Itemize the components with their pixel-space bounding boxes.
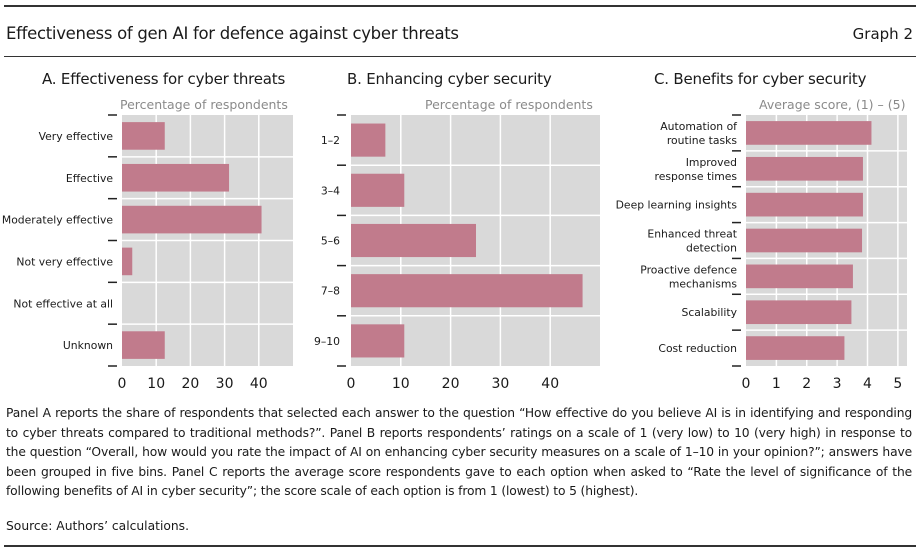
- panel-c-x-tick-label: 1: [772, 376, 781, 392]
- panel-b-unit-label: Percentage of respondents: [425, 97, 593, 112]
- panel-c-x-tick-label: 4: [863, 376, 872, 392]
- panel-c-x-tick-label: 5: [893, 376, 902, 392]
- panel-c-bar: [746, 264, 853, 289]
- panel-b-bar: [351, 173, 405, 207]
- panel-b-bar: [351, 223, 476, 258]
- panel-a-bar: [122, 163, 230, 192]
- panel-c-category-label-line: detection: [686, 242, 737, 255]
- panel-a-title: A. Effectiveness for cyber threats: [42, 70, 286, 88]
- panel-c-x-tick-label: 0: [742, 376, 751, 392]
- panel-b-x-tick-label: 20: [442, 376, 460, 392]
- panel-b-bar: [351, 274, 583, 308]
- panel-a-category-label-line: Very effective: [39, 130, 114, 143]
- panel-c-category-label: Improved response times: [655, 156, 738, 183]
- panel-a-unit-label: Percentage of respondents: [120, 97, 288, 112]
- panel-c-bar: [746, 192, 863, 217]
- panel-a-x-tick-label: 40: [250, 376, 268, 392]
- panel-b-category-label-line: 3–4: [321, 184, 340, 197]
- panel-c-bar: [746, 228, 863, 253]
- panel-c-category-label-line: Scalability: [682, 306, 738, 319]
- footnote: Panel A reports the share of respondents…: [6, 406, 912, 498]
- panel-a-category-label: Unknown: [63, 339, 113, 352]
- panel-c-x-tick-label: 2: [802, 376, 811, 392]
- panel-b-bar: [351, 123, 386, 157]
- panel-a-category-label: Very effective: [39, 130, 114, 143]
- source-note: Source: Authors’ calculations.: [6, 519, 190, 533]
- panel-c-category-label-line: Proactive defence: [640, 263, 737, 276]
- panel-b-category-label: 1–2: [321, 134, 340, 147]
- panel-a-bar: [122, 247, 133, 276]
- panel-b-x-tick-label: 40: [541, 376, 559, 392]
- charts-canvas: Very effective Effective Moderately effect…: [2, 114, 907, 392]
- panel-c-category-label-line: Enhanced threat: [647, 228, 737, 241]
- panel-b-x-tick-label: 0: [347, 376, 356, 392]
- panel-c-category-label-line: response times: [655, 170, 738, 183]
- panel-a-x-tick-label: 30: [216, 376, 234, 392]
- panel-a-x-tick-label: 20: [181, 376, 199, 392]
- panel-c-category-label-line: Cost reduction: [658, 342, 737, 355]
- panel-c-category-label-line: Deep learning insights: [616, 199, 738, 212]
- panel-b-category-label-line: 9–10: [314, 335, 340, 348]
- panel-c-category-label-line: routine tasks: [667, 134, 738, 147]
- panel-a-bar: [122, 331, 165, 359]
- panel-a-category-label: Effective: [66, 172, 113, 185]
- panel-b-title: B. Enhancing cyber security: [347, 70, 552, 88]
- panel-b-category-label-line: 7–8: [321, 285, 340, 298]
- panel-b-category-label: 9–10: [314, 335, 340, 348]
- panel-c-x-tick-label: 3: [833, 376, 842, 392]
- panel-c-bar: [746, 336, 845, 360]
- panel-a-x-tick-label: 10: [147, 376, 165, 392]
- panel-c-bar: [746, 156, 863, 181]
- graph-title: Effectiveness of gen AI for defence agai…: [6, 24, 459, 43]
- panel-a-category-label: Moderately effective: [2, 214, 113, 227]
- panel-b-x-tick-label: 10: [392, 376, 410, 392]
- panel-a-category-label: Not very effective: [16, 255, 113, 268]
- panel-c-category-label: Enhanced threat detection: [647, 228, 737, 255]
- panel-c-category-label: Automation of routine tasks: [660, 120, 737, 147]
- bottom-rule: [4, 545, 916, 547]
- panel-b-category-label: 3–4: [321, 184, 340, 197]
- panel-a-category-label-line: Effective: [66, 172, 113, 185]
- panel-c-bar: [746, 300, 852, 325]
- panel-b-category-label-line: 5–6: [321, 235, 340, 248]
- panel-b-x-tick-label: 30: [491, 376, 509, 392]
- title-rule: [4, 56, 916, 57]
- panel-b-category-label-line: 1–2: [321, 134, 340, 147]
- panel-a-bar: [122, 122, 165, 150]
- panel-c-category-label-line: mechanisms: [669, 277, 738, 290]
- panel-c-category-label-line: Automation of: [660, 120, 737, 133]
- panel-c-bar: [746, 121, 872, 145]
- panel-a-category-label-line: Not very effective: [16, 255, 113, 268]
- panel-c-category-label: Proactive defence mechanisms: [640, 263, 737, 290]
- panel-c-category-label: Scalability: [682, 306, 738, 319]
- panel-c-category-label: Deep learning insights: [616, 199, 738, 212]
- panel-c-unit-label: Average score, (1) – (5): [759, 97, 906, 112]
- panel-b-category-label: 5–6: [321, 235, 340, 248]
- panel-a-category-label-line: Unknown: [63, 339, 113, 352]
- panel-a-category-label-line: Moderately effective: [2, 214, 113, 227]
- panel-c-category-label-line: Improved: [686, 156, 737, 169]
- panel-a-category-label-line: Not effective at all: [13, 297, 113, 310]
- panel-c-title: C. Benefits for cyber security: [654, 70, 867, 88]
- panel-a-x-tick-label: 0: [118, 376, 127, 392]
- panel-a-bar: [122, 205, 262, 234]
- panel-b-bar: [351, 324, 405, 358]
- panel-b-category-label: 7–8: [321, 285, 340, 298]
- graph-number: Graph 2: [852, 25, 913, 43]
- top-rule: [4, 5, 916, 7]
- panel-c-category-label: Cost reduction: [658, 342, 737, 355]
- panel-a-category-label: Not effective at all: [13, 297, 113, 310]
